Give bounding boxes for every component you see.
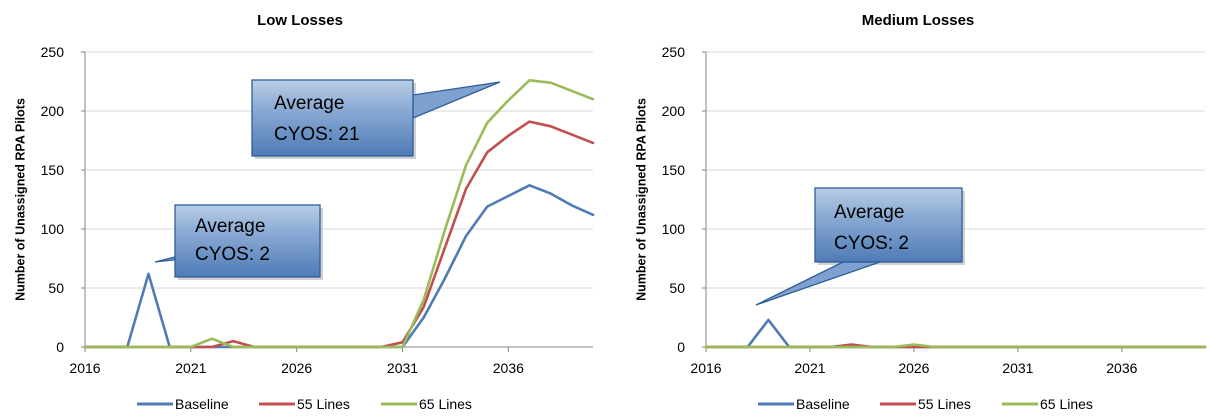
series-line-baseline [704,318,1207,349]
legend: Baseline 55 Lines 65 Lines [137,396,472,412]
callout-text: Average [195,216,265,237]
callout-pointer [412,81,501,119]
y-tick-label: 100 [41,221,65,237]
callout-text: CYOS: 2 [195,244,270,265]
y-tick-label: 100 [662,221,686,237]
legend-label: 65 Lines [419,396,472,412]
callout-box [174,204,321,278]
callout: Average CYOS: 2 [154,204,323,280]
x-tick-label: 2021 [794,360,825,376]
x-tick-label: 2036 [1106,360,1137,376]
x-tick-label: 2031 [387,360,418,376]
y-tick-label: 250 [41,44,65,60]
callout-text: Average [274,93,344,114]
x-tick-label: 2026 [898,360,929,376]
y-tick-label: 0 [56,339,64,355]
series-line-65-lines [704,343,1207,349]
y-axis-label: Number of Unassigned RPA Pilots [13,98,27,301]
legend-label: 55 Lines [297,396,350,412]
callout-text: Average [834,202,904,223]
y-tick-label: 50 [669,280,685,296]
callout-box [251,79,414,157]
y-tick-label: 50 [48,280,64,296]
y-tick-label: 150 [662,162,686,178]
x-tick-label: 2036 [493,360,524,376]
series-line-65-lines [83,79,595,349]
legend-label: Baseline [796,396,850,412]
y-tick-label: 0 [677,339,685,355]
y-tick-label: 200 [662,103,686,119]
legend-label: 65 Lines [1040,396,1093,412]
x-tick-label: 2026 [281,360,312,376]
x-tick-label: 2016 [69,360,100,376]
chart-low-losses: Low Losses Number of Unassigned RPA Pilot… [13,12,595,412]
callout: Average CYOS: 21 [251,79,501,159]
callout-text: CYOS: 21 [274,124,360,145]
chart-title: Medium Losses [862,12,975,29]
x-tick-label: 2031 [1002,360,1033,376]
callout: Average CYOS: 2 [755,187,965,306]
y-tick-label: 150 [41,162,65,178]
callout-box [814,187,963,263]
legend-label: Baseline [175,396,229,412]
legend-label: 55 Lines [918,396,971,412]
y-axis-label: Number of Unassigned RPA Pilots [634,98,648,301]
legend: Baseline 55 Lines 65 Lines [758,396,1093,412]
y-tick-label: 200 [41,103,65,119]
x-tick-label: 2016 [690,360,721,376]
x-tick-label: 2021 [175,360,206,376]
chart-title: Low Losses [257,12,343,29]
chart-medium-losses: Medium Losses Number of Unassigned RPA Pi… [634,12,1207,412]
callout-pointer [755,261,881,306]
callout-text: CYOS: 2 [834,233,909,254]
series-line-baseline [83,184,595,349]
y-tick-label: 250 [662,44,686,60]
